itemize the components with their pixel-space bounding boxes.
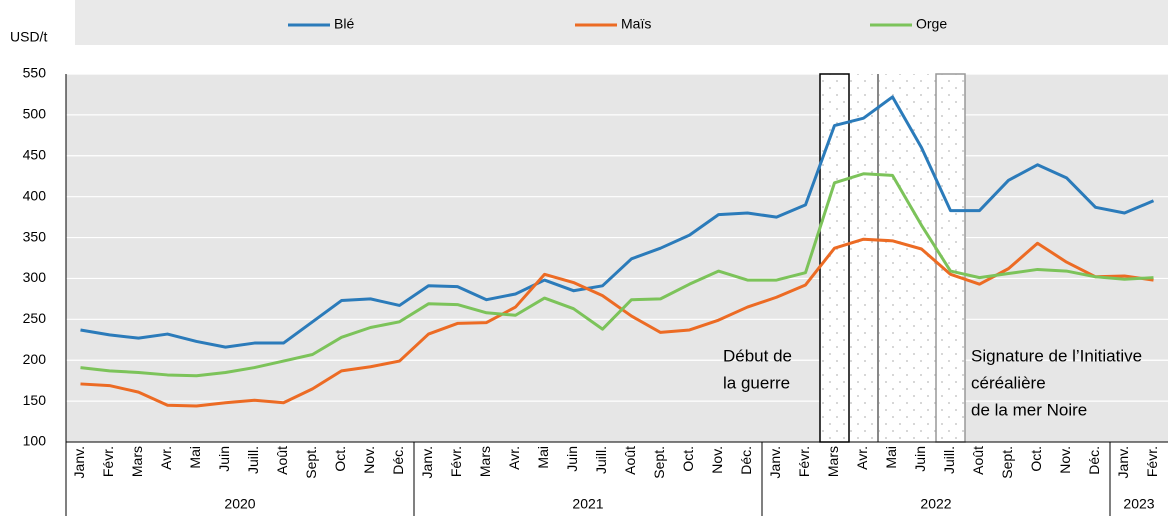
y-unit: USD/t: [10, 29, 47, 45]
y-tick-label: 500: [23, 106, 47, 122]
x-tick-label: Mars: [477, 446, 493, 477]
y-tick-label: 250: [23, 310, 47, 326]
series-line: [80, 95, 1155, 349]
x-tick-label: Sept.: [999, 446, 1015, 479]
x-tick-label: Août: [970, 446, 986, 475]
x-tick-label: Janv.: [419, 446, 435, 478]
x-tick-label: Juill.: [941, 446, 957, 474]
y-tick-label: 400: [23, 187, 47, 203]
annotation: céréalière: [971, 373, 1046, 392]
x-tick-label: Août: [622, 446, 638, 475]
x-tick-label: Févr.: [1144, 446, 1160, 477]
x-group-label: 2020: [224, 496, 255, 512]
series-line: [80, 172, 1154, 378]
x-tick-label: Nov.: [709, 446, 725, 474]
x-tick-label: Nov.: [361, 446, 377, 474]
y-tick-label: 300: [23, 269, 47, 285]
x-tick-label: Janv.: [71, 446, 87, 478]
x-tick-label: Mai: [187, 446, 203, 469]
x-tick-label: Mars: [129, 446, 145, 477]
x-tick-label: Mai: [883, 446, 899, 469]
y-tick-label: 150: [23, 392, 47, 408]
x-tick-label: Févr.: [448, 446, 464, 477]
annotation: la guerre: [723, 373, 790, 392]
y-tick-label: 350: [23, 228, 47, 244]
x-tick-label: Sept.: [303, 446, 319, 479]
x-tick-label: Oct.: [1028, 446, 1044, 472]
legend-box: [75, 0, 1168, 45]
x-tick-label: Déc.: [738, 446, 754, 475]
y-tick-label: 450: [23, 146, 47, 162]
annotation: Début de: [723, 346, 792, 365]
legend-label: Blé: [334, 16, 354, 32]
x-tick-label: Avr.: [158, 446, 174, 470]
legend-label: Orge: [916, 16, 947, 32]
x-tick-label: Juill.: [245, 446, 261, 474]
x-tick-label: Mars: [825, 446, 841, 477]
y-tick-label: 100: [23, 433, 47, 449]
x-tick-label: Août: [274, 446, 290, 475]
x-group-label: 2021: [572, 496, 603, 512]
x-tick-label: Juin: [564, 446, 580, 472]
x-tick-label: Déc.: [390, 446, 406, 475]
x-tick-label: Oct.: [680, 446, 696, 472]
x-group-label: 2023: [1123, 496, 1154, 512]
x-tick-label: Janv.: [767, 446, 783, 478]
legend-label: Maïs: [621, 16, 651, 32]
x-tick-label: Juin: [216, 446, 232, 472]
x-tick-label: Juill.: [593, 446, 609, 474]
series-line: [80, 237, 1154, 408]
y-tick-label: 550: [23, 65, 47, 81]
x-tick-label: Avr.: [854, 446, 870, 470]
annotation: Signature de l’Initiative: [971, 346, 1142, 365]
annotation: de la mer Noire: [971, 400, 1087, 419]
x-tick-label: Sept.: [651, 446, 667, 479]
x-tick-label: Févr.: [100, 446, 116, 477]
x-group-label: 2022: [920, 496, 951, 512]
plot-area: [66, 74, 1168, 442]
x-tick-label: Nov.: [1057, 446, 1073, 474]
y-tick-label: 200: [23, 351, 47, 367]
x-tick-label: Mai: [535, 446, 551, 469]
x-tick-label: Oct.: [332, 446, 348, 472]
x-tick-label: Févr.: [796, 446, 812, 477]
x-tick-label: Janv.: [1115, 446, 1131, 478]
x-tick-label: Déc.: [1086, 446, 1102, 475]
x-tick-label: Juin: [912, 446, 928, 472]
x-tick-label: Avr.: [506, 446, 522, 470]
